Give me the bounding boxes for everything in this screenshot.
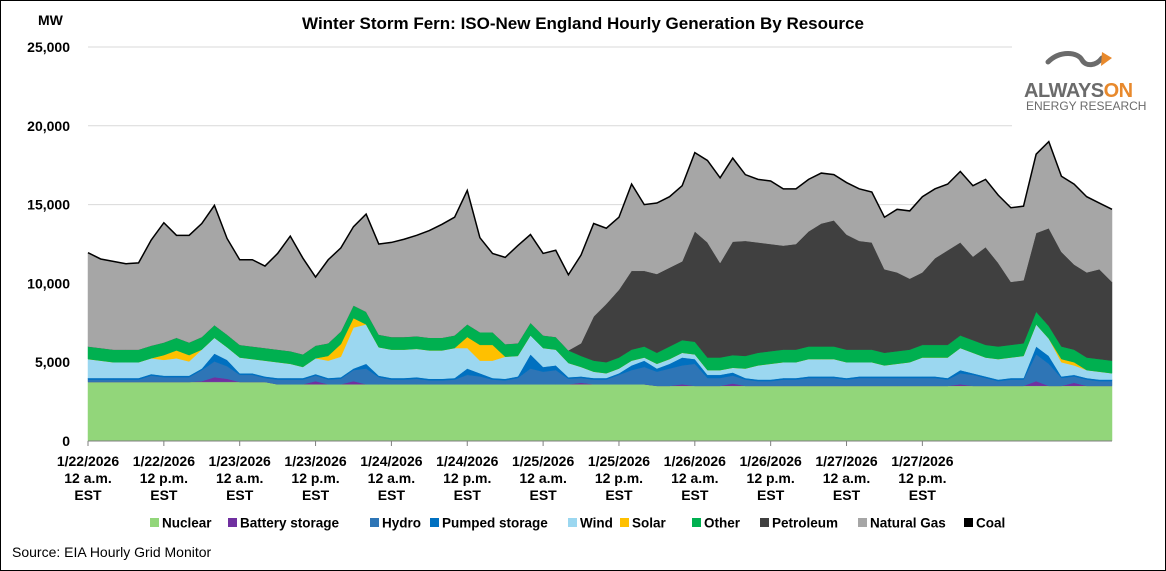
legend-swatch <box>430 518 439 527</box>
y-tick-label: 5,000 <box>35 354 70 370</box>
y-tick-label: 20,000 <box>27 118 70 134</box>
area-nuclear <box>87 381 1113 442</box>
x-tick-label: 1/26/2026 12 a.m. EST <box>664 453 726 503</box>
logo-subtitle: ENERGY RESEARCH <box>1026 99 1146 113</box>
total-outline <box>87 140 1113 279</box>
chart-title: Winter Storm Fern: ISO-New England Hourl… <box>302 14 864 33</box>
legend-label: Petroleum <box>772 516 838 531</box>
legend-swatch <box>568 518 577 527</box>
legend-swatch <box>858 518 867 527</box>
logo-word-b: ON <box>1104 80 1133 102</box>
x-tick-label: 1/25/2026 12 p.m. EST <box>588 453 650 503</box>
svg-text:ALWAYSON: ALWAYSON <box>1024 80 1133 102</box>
alwayson-logo: ALWAYSON ENERGY RESEARCH <box>1024 51 1146 113</box>
logo-swoosh-icon <box>1045 51 1105 68</box>
legend-label: Natural Gas <box>870 516 946 531</box>
legend-label: Solar <box>632 516 667 531</box>
y-tick-label: 10,000 <box>27 275 70 291</box>
legend-label: Nuclear <box>162 516 212 531</box>
y-tick-label: 0 <box>62 433 70 449</box>
axes <box>87 440 1112 446</box>
source-note: Source: EIA Hourly Grid Monitor <box>12 544 212 560</box>
legend: Nuclear Battery storage Hydro Pumped storag… <box>150 516 1005 531</box>
x-tick-label: 1/26/2026 12 p.m. EST <box>740 453 802 503</box>
legend-swatch <box>760 518 769 527</box>
legend-label: Other <box>704 516 741 531</box>
x-tick-label: 1/27/2026 12 p.m. EST <box>891 453 953 503</box>
legend-swatch <box>692 518 701 527</box>
x-tick-label: 1/23/2026 12 p.m. EST <box>284 453 346 503</box>
legend-swatch <box>620 518 629 527</box>
legend-label: Pumped storage <box>442 516 548 531</box>
y-tick-label: 15,000 <box>27 197 70 213</box>
legend-swatch <box>964 518 973 527</box>
x-tick-label: 1/22/2026 12 p.m. EST <box>133 453 195 503</box>
x-tick-labels: 1/22/2026 12 a.m. EST 1/22/2026 12 p.m. EST 1/… <box>57 453 954 503</box>
x-tick-label: 1/27/2026 12 a.m. EST <box>815 453 877 503</box>
x-tick-label: 1/22/2026 12 a.m. EST <box>57 453 119 503</box>
y-tick-labels: 0 5,000 10,000 15,000 20,000 25,000 <box>27 39 70 449</box>
y-tick-label: 25,000 <box>27 39 70 55</box>
x-tick-label: 1/24/2026 12 a.m. EST <box>360 453 422 503</box>
x-tick-label: 1/25/2026 12 a.m. EST <box>512 453 574 503</box>
logo-word-a: ALWAYS <box>1024 80 1104 102</box>
legend-swatch <box>150 518 159 527</box>
legend-swatch <box>228 518 237 527</box>
legend-label: Battery storage <box>240 516 340 531</box>
logo-arrow-icon <box>1101 52 1112 66</box>
series-areas <box>87 140 1113 442</box>
legend-swatch <box>370 518 379 527</box>
legend-label: Wind <box>580 516 613 531</box>
x-tick-label: 1/24/2026 12 p.m. EST <box>436 453 498 503</box>
legend-label: Hydro <box>382 516 421 531</box>
y-unit-label: MW <box>38 12 63 28</box>
legend-label: Coal <box>976 516 1005 531</box>
x-tick-label: 1/23/2026 12 a.m. EST <box>209 453 271 503</box>
